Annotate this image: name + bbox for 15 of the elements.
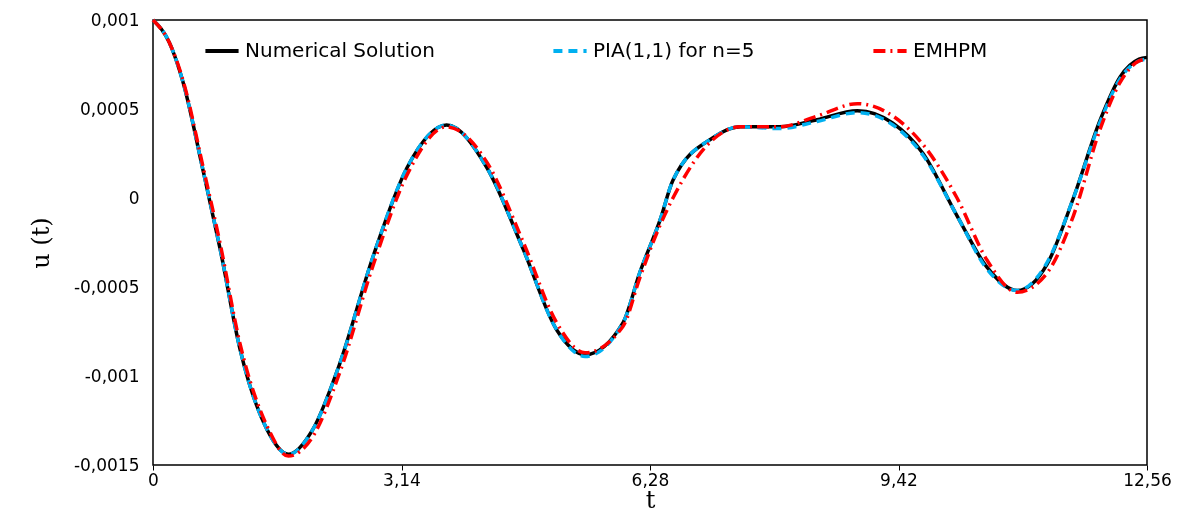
y-tick-label: -0,0015 <box>73 454 140 475</box>
x-tick-label: 6,28 <box>631 469 670 490</box>
y-tick-label: 0,0005 <box>80 98 140 119</box>
x-tick-label: 0 <box>148 469 159 490</box>
y-tick-label: 0,001 <box>90 9 140 30</box>
y-tick-label: -0,001 <box>84 365 140 386</box>
legend-label: EMHPM <box>913 38 988 62</box>
x-tick-label: 12,56 <box>1123 469 1172 490</box>
x-tick-label: 9,42 <box>880 469 918 490</box>
y-tick-label: -0,0005 <box>73 276 140 297</box>
legend-label: PIA(1,1) for n=5 <box>593 38 755 62</box>
y-tick-label: 0 <box>128 187 140 208</box>
legend-label: Numerical Solution <box>245 38 435 62</box>
y-axis-title: u (t) <box>26 217 55 269</box>
x-tick-label: 3,14 <box>383 469 421 490</box>
